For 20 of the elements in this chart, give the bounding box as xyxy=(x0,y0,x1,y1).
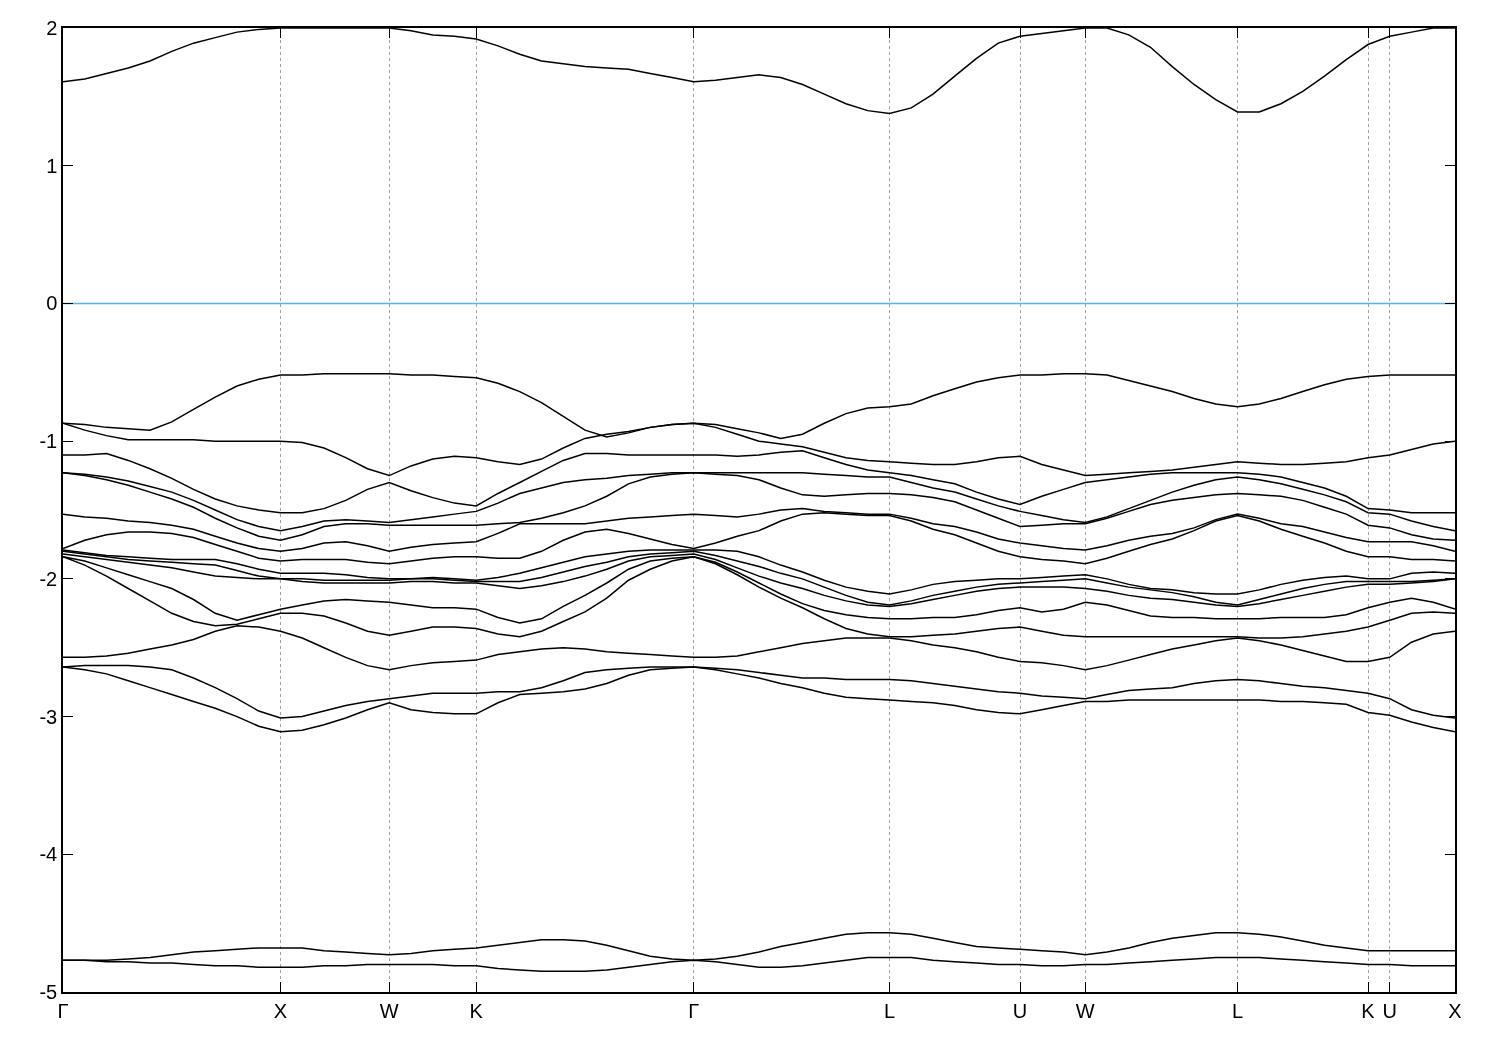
x-tick-label: X xyxy=(1448,999,1462,1022)
x-tick-label: K xyxy=(469,999,484,1022)
x-tick-label: U xyxy=(1012,999,1028,1022)
y-tick-label: 1 xyxy=(46,154,58,177)
y-tick-label: -1 xyxy=(39,430,58,453)
y-tick-label: 0 xyxy=(46,292,58,315)
y-tick-label: 2 xyxy=(46,17,58,39)
y-tick-label: -3 xyxy=(39,705,58,728)
x-tick-label: Γ xyxy=(57,999,69,1022)
x-tick-label: U xyxy=(1382,999,1397,1022)
x-tick-label: X xyxy=(273,999,288,1022)
x-tick-label: W xyxy=(1075,999,1095,1022)
x-tick-label: W xyxy=(379,999,399,1022)
y-tick-label: -4 xyxy=(39,843,58,866)
y-tick-label: -2 xyxy=(39,567,58,590)
y-tick-label: -5 xyxy=(39,981,58,1003)
x-tick-label: L xyxy=(1231,999,1244,1022)
x-tick-label: L xyxy=(883,999,896,1022)
x-tick-label: K xyxy=(1361,999,1376,1022)
x-tick-label: Γ xyxy=(688,999,700,1022)
